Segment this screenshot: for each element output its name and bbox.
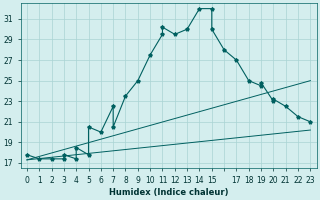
X-axis label: Humidex (Indice chaleur): Humidex (Indice chaleur) bbox=[109, 188, 228, 197]
